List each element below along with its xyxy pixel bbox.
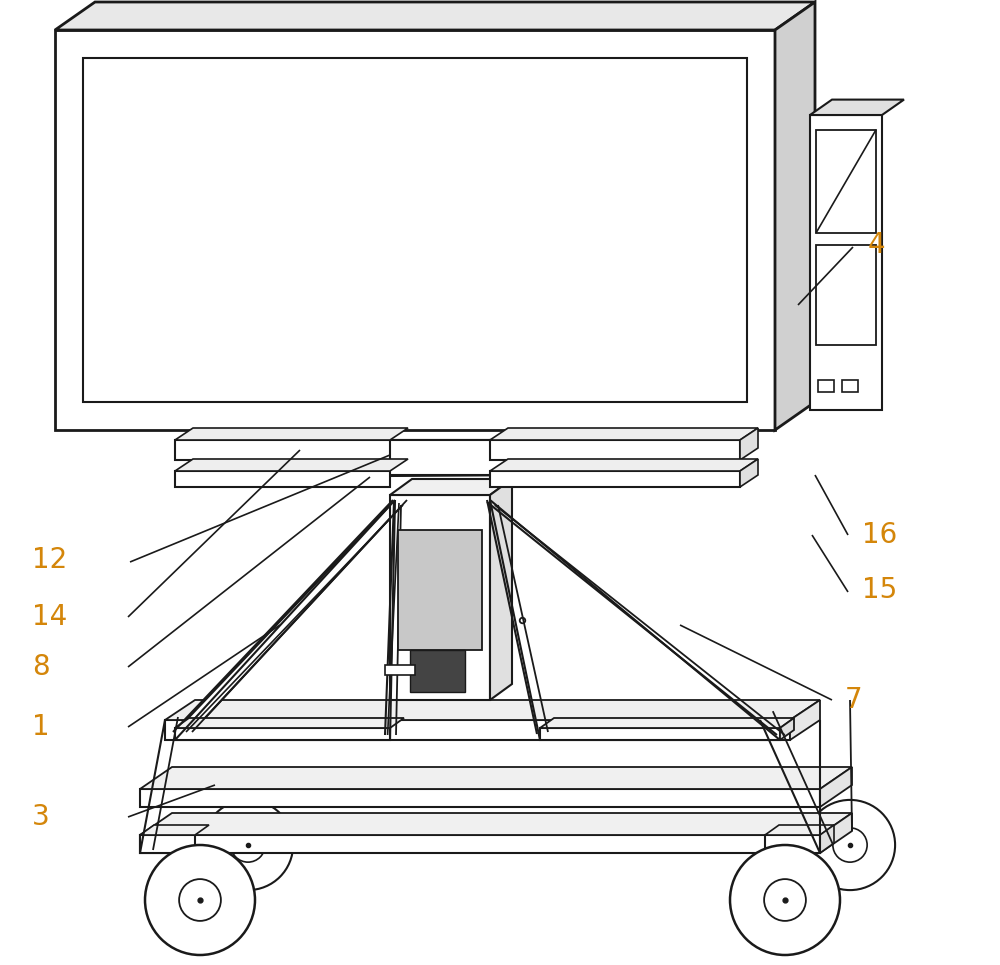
Polygon shape [820, 813, 852, 853]
Polygon shape [765, 825, 834, 835]
Text: 7: 7 [845, 686, 863, 714]
Polygon shape [780, 718, 794, 740]
Polygon shape [55, 2, 815, 30]
Polygon shape [490, 440, 740, 460]
Circle shape [145, 845, 255, 955]
Polygon shape [540, 718, 794, 728]
Polygon shape [490, 471, 740, 487]
Text: 1: 1 [32, 713, 50, 741]
Polygon shape [175, 500, 395, 740]
Polygon shape [790, 700, 820, 740]
Circle shape [833, 828, 867, 862]
Polygon shape [268, 440, 580, 460]
Polygon shape [490, 428, 758, 440]
Polygon shape [740, 428, 758, 460]
Polygon shape [775, 2, 815, 430]
Polygon shape [385, 665, 415, 675]
Text: 3: 3 [32, 803, 50, 831]
Text: 15: 15 [862, 576, 897, 604]
Circle shape [730, 845, 840, 955]
Polygon shape [175, 718, 404, 728]
Polygon shape [765, 835, 820, 853]
Polygon shape [540, 728, 780, 740]
Bar [842, 380, 858, 392]
Text: 4: 4 [868, 231, 886, 259]
Polygon shape [235, 458, 580, 477]
Polygon shape [175, 500, 407, 732]
Polygon shape [175, 471, 390, 487]
Polygon shape [140, 825, 209, 835]
Text: 14: 14 [32, 603, 67, 631]
Polygon shape [490, 500, 780, 740]
Polygon shape [140, 789, 820, 807]
Polygon shape [390, 479, 512, 495]
Polygon shape [820, 767, 852, 807]
Bar [398, 530, 482, 650]
Polygon shape [175, 428, 408, 440]
Polygon shape [490, 479, 512, 700]
Bar [818, 380, 834, 392]
Bar [410, 650, 465, 692]
Text: 16: 16 [862, 521, 897, 549]
Polygon shape [55, 30, 775, 430]
Polygon shape [140, 813, 852, 835]
Polygon shape [810, 115, 882, 410]
Polygon shape [820, 825, 834, 853]
Polygon shape [165, 720, 790, 740]
Bar [83, 58, 747, 402]
Polygon shape [175, 728, 390, 740]
Polygon shape [175, 440, 390, 460]
Bar [816, 129, 876, 233]
Bar [816, 245, 876, 345]
Polygon shape [140, 835, 195, 853]
Polygon shape [165, 700, 820, 720]
Circle shape [805, 800, 895, 890]
Text: 8: 8 [32, 653, 50, 681]
Polygon shape [140, 767, 852, 789]
Circle shape [179, 879, 221, 921]
Circle shape [203, 800, 293, 890]
Polygon shape [810, 99, 904, 115]
Polygon shape [175, 459, 408, 471]
Polygon shape [740, 459, 758, 487]
Polygon shape [490, 459, 758, 471]
Polygon shape [390, 495, 490, 700]
Polygon shape [235, 440, 580, 475]
Circle shape [231, 828, 265, 862]
Circle shape [764, 879, 806, 921]
Polygon shape [140, 835, 820, 853]
Text: 12: 12 [32, 546, 67, 574]
